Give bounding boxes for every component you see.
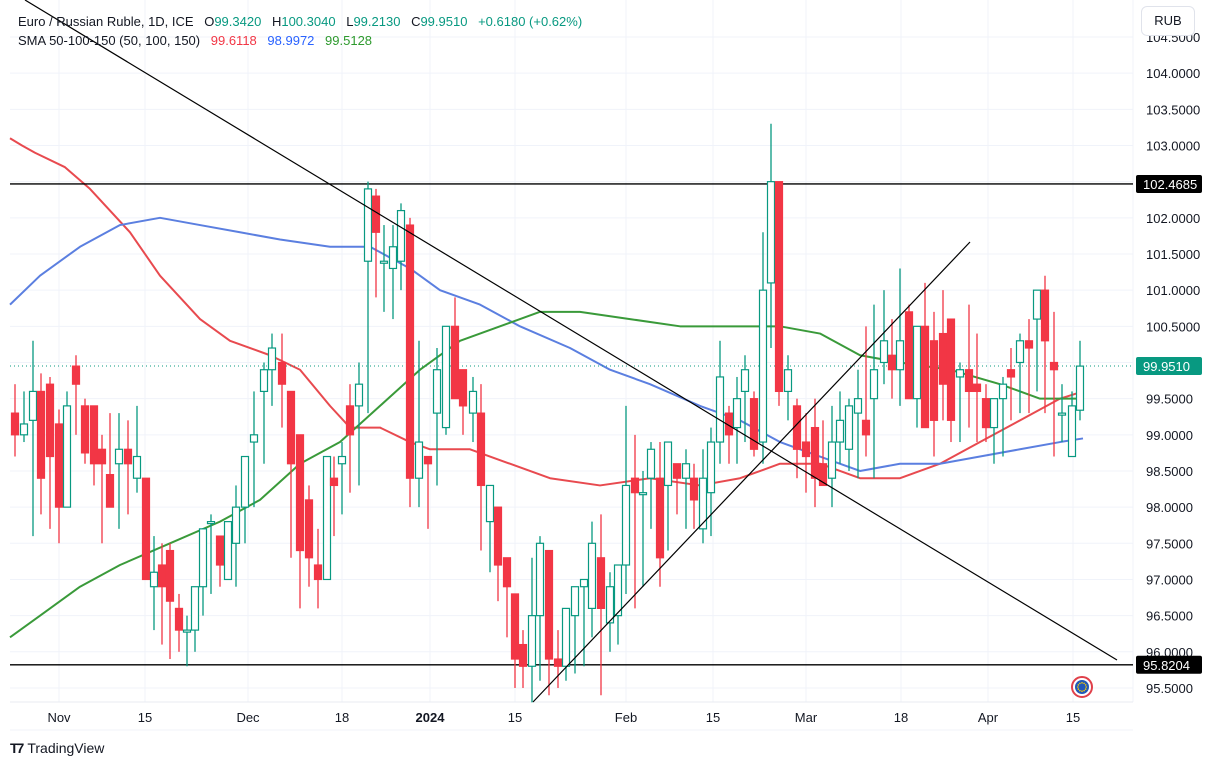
price-tick: 99.0000 [1146, 428, 1193, 443]
price-tick: 95.5000 [1146, 681, 1193, 696]
low-label: L [346, 14, 354, 29]
price-tick: 96.5000 [1146, 609, 1193, 624]
price-tick: 101.5000 [1146, 247, 1200, 262]
time-tick: Apr [978, 710, 999, 725]
sma100-value: 98.9972 [267, 33, 315, 48]
price-tick: 98.5000 [1146, 464, 1193, 479]
time-tick: Mar [795, 710, 818, 725]
open-value: 99.3420 [214, 14, 262, 29]
time-tick: Nov [47, 710, 71, 725]
time-tick: 15 [508, 710, 522, 725]
tradingview-logo-icon: T7 [10, 740, 24, 756]
symbol-ohlc-row: Euro / Russian Ruble, 1D, ICE O99.3420 H… [18, 12, 582, 31]
time-axis[interactable]: Nov 15 Dec 18 2024 15 Feb 15 Mar 18 Apr 15 [10, 701, 1133, 731]
svg-text:102.4685: 102.4685 [1143, 177, 1197, 192]
price-label: 99.9510 [1136, 357, 1202, 376]
price-tick: 99.5000 [1146, 392, 1193, 407]
price-tick: 101.0000 [1146, 283, 1200, 298]
candles [10, 123, 1085, 703]
time-tick: 18 [894, 710, 908, 725]
sma50-value: 99.6118 [210, 33, 257, 48]
close-label: C [411, 14, 421, 29]
sma-label: SMA 50-100-150 (50, 100, 150) [18, 33, 201, 48]
price-label: 95.8204 [1136, 655, 1202, 674]
price-tick: 104.0000 [1146, 66, 1200, 81]
high-label: H [271, 14, 282, 29]
low-value: 99.2130 [353, 14, 401, 29]
price-tick: 102.0000 [1146, 211, 1200, 226]
eu-flag-event-icon[interactable] [1071, 676, 1093, 698]
price-tick: 97.0000 [1146, 572, 1193, 587]
open-label: O [204, 14, 215, 29]
sma-row[interactable]: SMA 50-100-150 (50, 100, 150) 99.6118 98… [18, 31, 582, 50]
price-tick: 100.5000 [1146, 319, 1200, 334]
price-tick: 97.5000 [1146, 536, 1193, 551]
trend-line[interactable] [24, 0, 1118, 661]
close-value: 99.9510 [420, 14, 468, 29]
brand-name: TradingView [27, 740, 105, 756]
time-tick: 15 [138, 710, 152, 725]
time-tick: 2024 [416, 710, 446, 725]
time-tick: Feb [615, 710, 637, 725]
sma150-value: 99.5128 [325, 33, 373, 48]
high-value: 100.3040 [281, 14, 336, 29]
time-tick: 18 [335, 710, 349, 725]
price-tick: 103.5000 [1146, 102, 1200, 117]
svg-text:99.9510: 99.9510 [1143, 359, 1190, 374]
sma50-line [9, 137, 1084, 487]
price-label: 102.4685 [1136, 174, 1202, 193]
chart-legend: Euro / Russian Ruble, 1D, ICE O99.3420 H… [18, 12, 582, 50]
time-tick: 15 [706, 710, 720, 725]
time-tick: 15 [1066, 710, 1080, 725]
trend-line[interactable] [532, 241, 971, 703]
change-value: +0.6180 (+0.62%) [478, 14, 583, 29]
grid [10, 0, 1133, 702]
price-axis[interactable]: 104.5000104.0000103.5000103.0000102.0000… [1132, 0, 1200, 702]
sma100-line [9, 216, 1084, 472]
symbol-name: Euro / Russian Ruble, 1D, ICE [18, 14, 194, 29]
currency-button[interactable]: RUB [1141, 6, 1195, 36]
time-tick: Dec [236, 710, 260, 725]
price-tick: 98.0000 [1146, 500, 1193, 515]
tradingview-logo[interactable]: T7 TradingView [10, 740, 104, 756]
svg-text:95.8204: 95.8204 [1143, 658, 1190, 673]
price-tick: 103.0000 [1146, 138, 1200, 153]
